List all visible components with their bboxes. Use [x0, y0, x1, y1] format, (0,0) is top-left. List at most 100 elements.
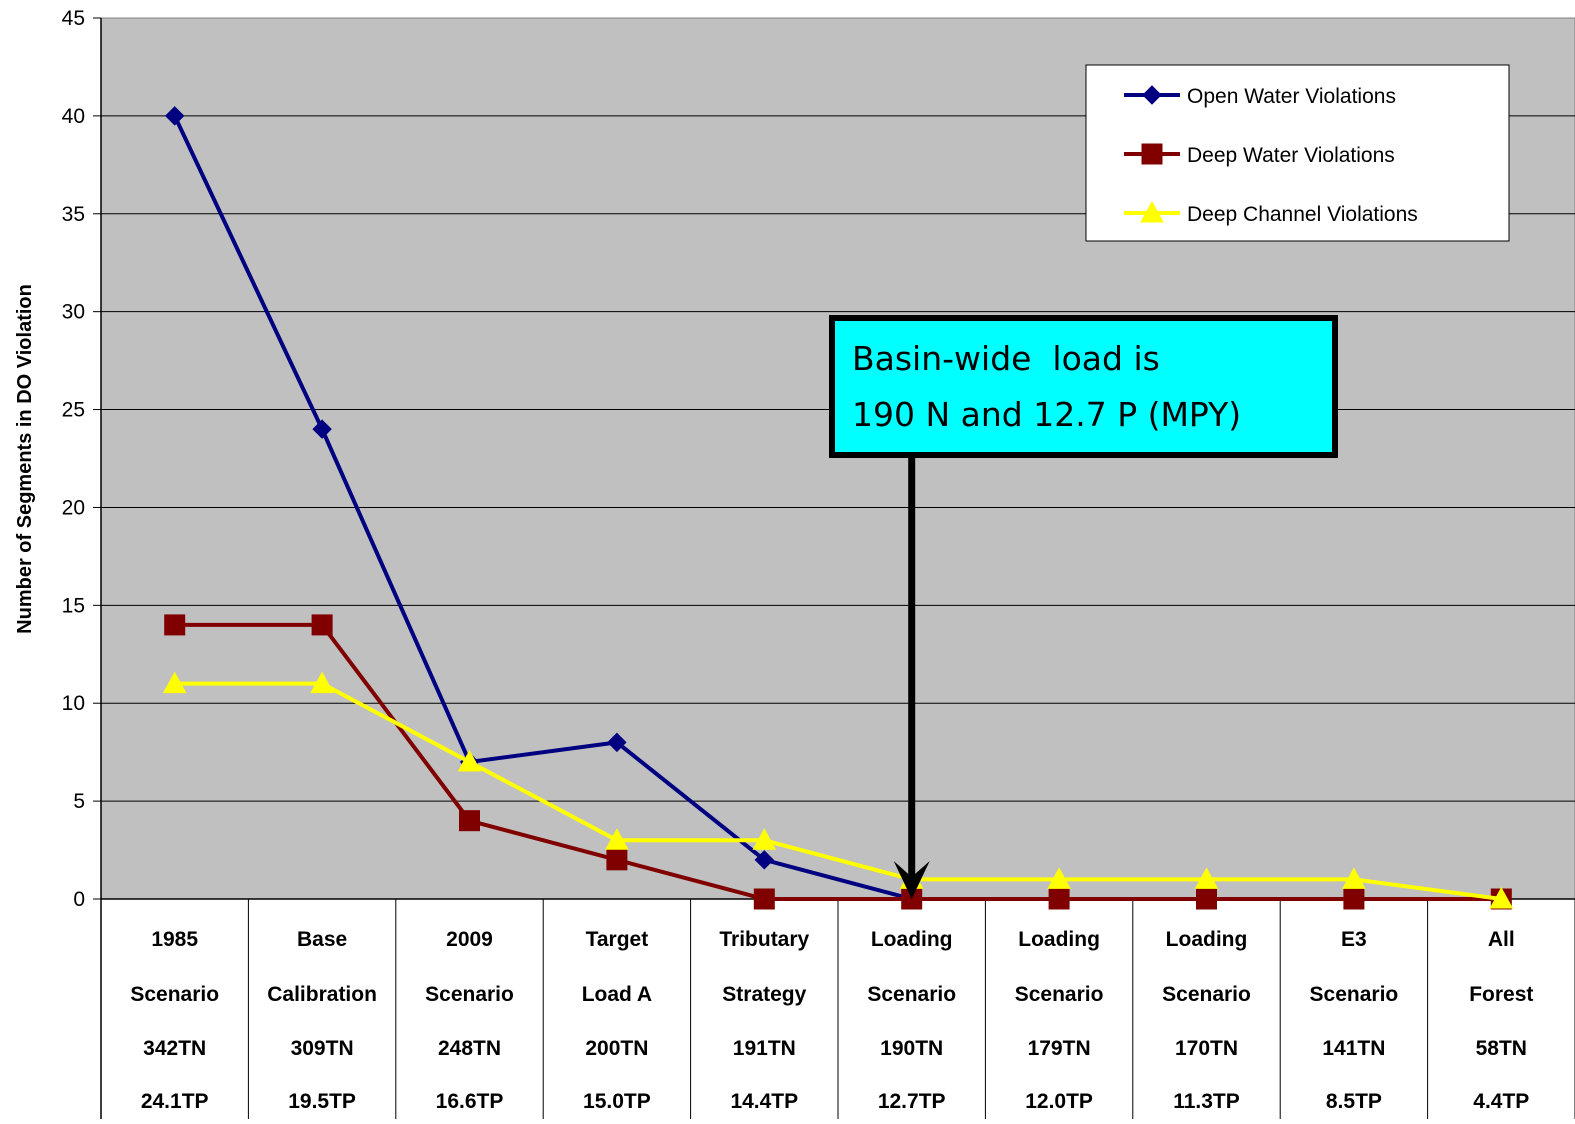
legend-entry: Open Water Violations: [1124, 85, 1396, 108]
data-point-square: [606, 849, 628, 871]
category-label: Loading Scenario 170TN 11.3TP: [1162, 928, 1251, 1113]
legend-entry: Deep Water Violations: [1124, 143, 1395, 167]
category-label-line: 11.3TP: [1173, 1090, 1240, 1113]
data-point-triangle: [310, 671, 334, 694]
category-label-line: 24.1TP: [141, 1090, 209, 1113]
category-label-line: 309TN: [291, 1037, 354, 1060]
category-label-line: 12.0TP: [1025, 1090, 1093, 1113]
category-label-line: 1985: [151, 928, 198, 951]
category-label: E3 Scenario 141TN 8.5TP: [1310, 928, 1399, 1113]
legend: Open Water Violations Deep Water Violatio…: [1085, 64, 1510, 242]
y-axis: 0 5 10 15 20 25 30 35 40 45: [62, 7, 102, 1119]
data-point-triangle: [1489, 886, 1514, 909]
category-label-line: Scenario: [1310, 983, 1399, 1006]
category-label-line: Forest: [1469, 983, 1533, 1006]
category-label-line: 141TN: [1322, 1037, 1385, 1060]
category-label-line: 342TN: [143, 1037, 206, 1060]
data-point-triangle: [752, 828, 777, 850]
legend-entry: Deep Channel Violations: [1124, 200, 1418, 226]
callout-text-line: 190 N and 12.7 P (MPY): [852, 395, 1241, 434]
category-label-line: Scenario: [1162, 983, 1251, 1006]
category-label: Loading Scenario 190TN 12.7TP: [867, 928, 956, 1113]
category-label-line: 2009: [446, 928, 493, 951]
data-point-triangle: [457, 749, 482, 772]
series-line: [174, 681, 1502, 901]
category-label: Base Calibration 309TN 19.5TP: [267, 928, 377, 1113]
category-label-line: Scenario: [1015, 983, 1104, 1006]
data-point-diamond: [312, 419, 332, 439]
y-tick-label: 25: [62, 399, 85, 422]
category-label: All Forest 58TN 4.4TP: [1469, 928, 1533, 1113]
category-label-line: 15.0TP: [583, 1090, 651, 1113]
category-label-line: 16.6TP: [436, 1090, 504, 1113]
data-point-square: [164, 614, 186, 636]
category-label-line: 170TN: [1175, 1037, 1238, 1060]
y-tick-label: 10: [62, 692, 85, 715]
data-point-square: [1196, 888, 1217, 910]
category-label-line: All: [1488, 928, 1515, 951]
y-axis-title: Number of Segments in DO Violation: [14, 284, 36, 634]
category-label-line: 19.5TP: [288, 1090, 356, 1113]
legend-label: Deep Channel Violations: [1187, 203, 1418, 226]
data-point-triangle: [1342, 867, 1366, 889]
category-label-line: 4.4TP: [1473, 1090, 1529, 1113]
category-label-line: Scenario: [425, 983, 514, 1006]
data-point-square: [753, 888, 775, 910]
category-label: 2009 Scenario 248TN 16.6TP: [425, 928, 514, 1113]
category-label-line: Calibration: [267, 983, 377, 1006]
category-table: 1985 Scenario 342TN 24.1TP Base Calibration 30…: [100, 898, 1575, 1119]
category-label-line: Load A: [582, 983, 652, 1006]
category-label: Tributary Strategy 191TN 14.4TP: [719, 928, 809, 1113]
category-label-line: 190TN: [880, 1037, 943, 1060]
category-label-line: Loading: [871, 928, 953, 951]
data-point-triangle: [1194, 867, 1219, 889]
category-label: 1985 Scenario 342TN 24.1TP: [130, 928, 219, 1113]
data-point-diamond: [1142, 85, 1162, 105]
y-tick-label: 45: [62, 7, 85, 30]
data-point-triangle: [1047, 867, 1071, 889]
data-point-square: [459, 810, 480, 832]
category-label-line: E3: [1341, 928, 1367, 951]
category-label-line: Base: [297, 928, 347, 951]
category-label-line: 14.4TP: [730, 1090, 798, 1113]
y-tick-label: 0: [73, 888, 85, 911]
data-point-square: [1343, 888, 1365, 910]
data-point-square: [1141, 143, 1163, 165]
category-label: Target Load A 200TN 15.0TP: [582, 928, 652, 1113]
legend-label: Deep Water Violations: [1187, 144, 1395, 167]
callout-text-line: Basin-wide load is: [852, 339, 1160, 378]
category-label-line: 58TN: [1476, 1037, 1527, 1060]
data-point-diamond: [754, 850, 775, 870]
data-point-square: [311, 614, 333, 636]
y-tick-label: 30: [62, 301, 85, 324]
series-lines: [162, 106, 1514, 910]
category-label-line: 12.7TP: [878, 1090, 946, 1113]
category-label-line: Tributary: [719, 928, 809, 951]
data-point-triangle: [162, 671, 187, 694]
category-label-line: Strategy: [722, 983, 806, 1006]
y-tick-label: 15: [62, 594, 85, 617]
category-label-line: 200TN: [585, 1037, 648, 1060]
category-label-line: Loading: [1166, 928, 1248, 951]
data-point-diamond: [164, 106, 185, 126]
category-label-line: 179TN: [1028, 1037, 1091, 1060]
series-line: [172, 115, 913, 901]
category-label-line: Scenario: [130, 983, 219, 1006]
category-label-line: Scenario: [867, 983, 956, 1006]
data-point-square: [1048, 888, 1070, 910]
category-label-line: 191TN: [733, 1037, 796, 1060]
legend-label: Open Water Violations: [1187, 85, 1396, 108]
y-tick-label: 35: [62, 203, 85, 226]
category-label-line: Target: [586, 928, 649, 951]
y-tick-label: 20: [62, 496, 85, 519]
y-tick-label: 40: [62, 105, 85, 128]
data-point-diamond: [607, 732, 627, 753]
y-tick-label: 5: [73, 790, 85, 813]
category-label-line: 8.5TP: [1326, 1090, 1382, 1113]
callout-arrow-head: [893, 861, 930, 899]
data-point-triangle: [605, 828, 629, 850]
annotation-callout: Basin-wide load is 190 N and 12.7 P (MPY): [829, 315, 1338, 899]
category-label-line: 248TN: [438, 1037, 501, 1060]
